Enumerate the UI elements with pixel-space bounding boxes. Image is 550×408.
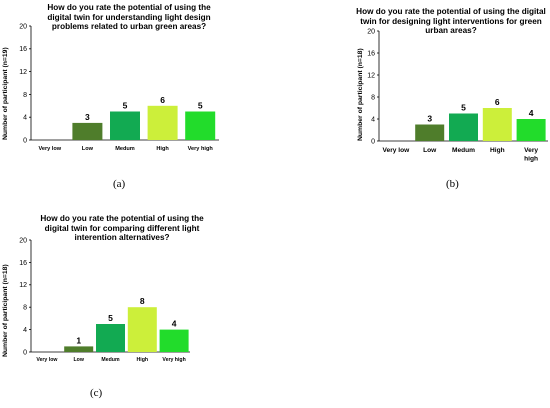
x-category-label: Very low (38, 146, 61, 152)
x-category-label: Medum (452, 147, 475, 154)
bar-data-label: 4 (529, 108, 534, 118)
x-category-label: Very high (524, 147, 538, 163)
bar-data-label: 5 (461, 103, 466, 113)
bar-chart-b: 0 4 8 12 16 20 Very low 3 Low 5 Medum 6 High 4 Very hig… (367, 28, 548, 163)
y-tick-label: 20 (19, 237, 27, 244)
y-tick-label: 20 (367, 28, 375, 35)
y-tick-label: 0 (23, 349, 27, 356)
bar (516, 119, 546, 141)
y-tick-label: 4 (371, 116, 375, 123)
bar (415, 124, 445, 141)
x-category-label: Low (74, 357, 85, 363)
bar-chart-c: 0 4 8 12 16 20 Very low 1 Low 5 Medum 8 High 4 Very hi… (19, 237, 190, 363)
x-category-label: High (137, 357, 149, 363)
y-tick-label: 8 (23, 305, 27, 312)
x-category-label: High (490, 147, 505, 154)
bar (185, 111, 216, 140)
caption-c: (c) (90, 387, 103, 399)
y-tick-label: 4 (23, 115, 27, 122)
bar (64, 346, 94, 352)
bar-chart-a: 0 4 8 12 16 20 Very low 3 Low 5 Medum 6 High 5 Very hi… (19, 23, 219, 152)
bar (159, 329, 189, 352)
caption-b: (b) (446, 178, 459, 190)
y-tick-label: 0 (23, 137, 27, 144)
bar-data-label: 6 (495, 97, 500, 107)
caption-a: (a) (113, 178, 126, 190)
x-category-label: Medum (101, 357, 120, 363)
x-category-label: Low (82, 146, 94, 152)
x-category-label: Low (423, 147, 437, 154)
bar-data-label: 4 (172, 319, 177, 329)
bar-data-label: 5 (198, 101, 203, 111)
bar (147, 105, 178, 140)
x-category-label: Very low (36, 357, 58, 363)
bar (449, 113, 478, 141)
chart-title-c: How do you rate the potential of using t… (40, 214, 204, 243)
bar-data-label: 3 (85, 112, 90, 122)
y-tick-label: 0 (371, 138, 375, 145)
y-tick-label: 16 (367, 50, 375, 57)
x-category-label: Very high (162, 357, 185, 363)
bar-data-label: 5 (108, 313, 113, 323)
y-tick-label: 16 (19, 46, 27, 53)
bar (96, 324, 125, 352)
y-tick-label: 12 (19, 69, 27, 76)
chart-title-a: How do you rate the potential of using t… (47, 3, 211, 32)
x-category-label: High (156, 146, 169, 152)
bar-data-label: 6 (160, 95, 165, 105)
y-tick-label: 8 (371, 94, 375, 101)
bar (482, 108, 512, 141)
bar-data-label: 3 (427, 114, 432, 124)
y-tick-label: 12 (367, 72, 375, 79)
bar (110, 111, 140, 140)
bar-data-label: 5 (123, 101, 128, 111)
bar-data-label: 1 (76, 335, 81, 345)
y-tick-label: 8 (23, 92, 27, 99)
y-tick-label: 12 (19, 282, 27, 289)
y-tick-label: 4 (23, 327, 27, 334)
x-category-label: Medum (115, 146, 135, 152)
x-category-label: Very low (383, 147, 411, 154)
bar-data-label: 8 (140, 296, 145, 306)
chart-title-b: How do you rate the potential of using t… (356, 7, 546, 36)
x-category-label: Very high (188, 146, 214, 152)
y-tick-label: 20 (19, 23, 27, 30)
bar (127, 307, 157, 352)
y-tick-label: 16 (19, 260, 27, 267)
bar (72, 122, 103, 140)
